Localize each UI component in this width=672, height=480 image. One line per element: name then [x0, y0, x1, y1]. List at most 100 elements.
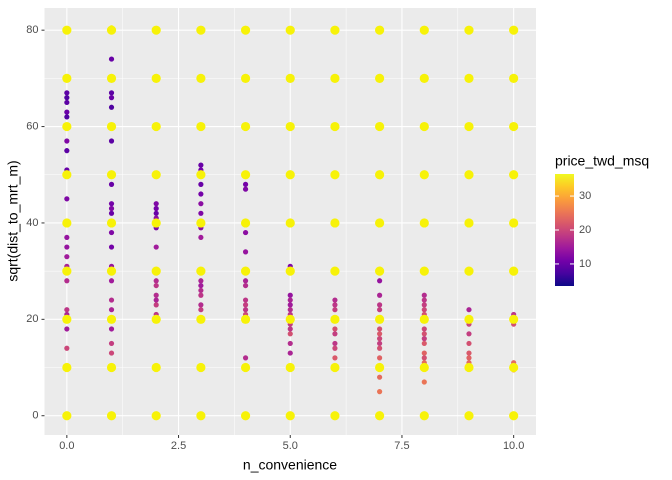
- point: [242, 181, 249, 187]
- point: [421, 307, 427, 313]
- colorbar: [555, 174, 574, 286]
- grid-point: [62, 25, 72, 35]
- grid-point: [285, 25, 295, 35]
- grid-point: [151, 314, 161, 324]
- grid-point: [464, 170, 474, 180]
- grid-point: [62, 362, 72, 373]
- point: [242, 355, 249, 361]
- point: [332, 355, 338, 361]
- grid-point: [240, 25, 251, 35]
- point: [287, 307, 293, 313]
- y-tick-label: 0: [32, 410, 38, 422]
- grid-point: [106, 218, 117, 228]
- point: [466, 307, 472, 313]
- grid-point: [196, 218, 206, 228]
- point: [421, 336, 427, 342]
- point: [287, 331, 293, 337]
- grid-point: [464, 121, 474, 132]
- grid-point: [151, 266, 161, 276]
- point: [287, 292, 293, 298]
- grid-point: [419, 170, 429, 180]
- point: [108, 138, 115, 144]
- grid-point: [151, 411, 161, 421]
- grid-point: [285, 218, 295, 228]
- point: [198, 234, 204, 241]
- point: [287, 350, 293, 356]
- point: [377, 355, 383, 361]
- grid-point: [509, 218, 519, 228]
- grid-point: [62, 121, 72, 132]
- point: [466, 340, 472, 347]
- grid-point: [509, 411, 519, 421]
- grid-point: [285, 121, 295, 132]
- grid-point: [240, 411, 251, 421]
- point: [108, 210, 115, 216]
- grid-point: [285, 73, 295, 83]
- grid-point: [330, 411, 340, 421]
- point: [242, 249, 249, 255]
- grid-point: [151, 121, 161, 132]
- grid-point: [419, 411, 429, 421]
- point: [108, 104, 115, 110]
- grid-point: [375, 73, 385, 83]
- grid-point: [151, 218, 161, 228]
- grid-point: [509, 25, 519, 35]
- grid-point: [419, 73, 429, 83]
- x-tick-label: 2.5: [171, 440, 186, 452]
- grid-point: [419, 25, 429, 35]
- point: [332, 302, 338, 308]
- point: [198, 292, 204, 298]
- grid-point: [419, 362, 429, 373]
- point: [108, 201, 115, 207]
- point: [108, 95, 115, 101]
- point: [466, 350, 472, 356]
- grid-point: [151, 170, 161, 180]
- point: [108, 297, 115, 303]
- grid-point: [106, 170, 117, 180]
- point: [64, 95, 70, 101]
- point: [377, 307, 383, 313]
- point: [242, 297, 249, 303]
- point: [421, 350, 427, 356]
- grid-point: [240, 314, 251, 324]
- colorbar-label: 20: [579, 224, 591, 236]
- point: [198, 191, 204, 197]
- grid-point: [106, 314, 117, 324]
- grid-point: [106, 25, 117, 35]
- grid-point: [196, 314, 206, 324]
- grid-point: [509, 266, 519, 276]
- point: [64, 99, 70, 106]
- grid-point: [375, 362, 385, 373]
- grid-point: [285, 411, 295, 421]
- grid-point: [375, 218, 385, 228]
- point: [421, 379, 427, 385]
- point: [377, 326, 383, 332]
- grid-point: [285, 266, 295, 276]
- point: [377, 292, 383, 298]
- grid-point: [240, 362, 251, 373]
- x-tick-label: 5.0: [283, 440, 298, 452]
- point: [108, 181, 115, 187]
- point: [64, 114, 70, 120]
- grid-point: [330, 25, 340, 35]
- point: [198, 210, 204, 216]
- grid-point: [375, 266, 385, 276]
- grid-point: [62, 73, 72, 83]
- point: [332, 297, 338, 303]
- point: [332, 340, 338, 347]
- grid-point: [464, 218, 474, 228]
- grid-point: [375, 314, 385, 324]
- point: [198, 307, 204, 313]
- point: [377, 302, 383, 308]
- point: [242, 186, 249, 192]
- grid-point: [375, 25, 385, 35]
- point: [421, 340, 427, 347]
- point: [198, 278, 204, 284]
- grid-point: [464, 73, 474, 83]
- y-tick-label: 60: [26, 120, 38, 132]
- point: [64, 138, 70, 144]
- point: [198, 162, 204, 168]
- grid-point: [151, 73, 161, 83]
- grid-point: [196, 73, 206, 83]
